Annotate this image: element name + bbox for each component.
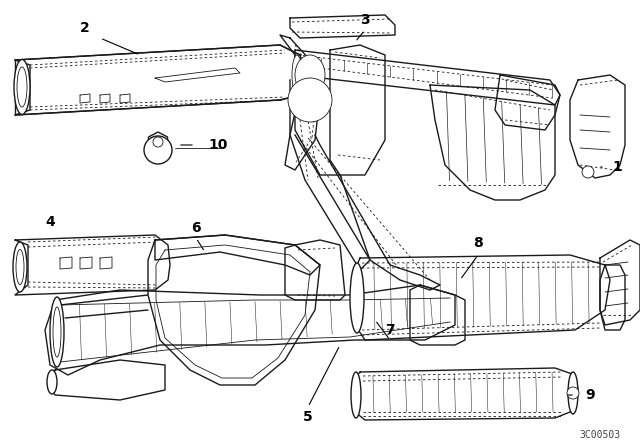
Circle shape bbox=[582, 166, 594, 178]
Polygon shape bbox=[15, 235, 170, 295]
Polygon shape bbox=[290, 15, 395, 38]
Text: 3: 3 bbox=[360, 13, 370, 27]
Text: 7: 7 bbox=[385, 323, 395, 337]
Ellipse shape bbox=[17, 67, 27, 107]
Polygon shape bbox=[430, 85, 555, 200]
Ellipse shape bbox=[14, 60, 30, 115]
Polygon shape bbox=[48, 360, 165, 400]
Polygon shape bbox=[495, 75, 560, 130]
Polygon shape bbox=[600, 240, 640, 325]
Polygon shape bbox=[148, 132, 168, 152]
Text: 9: 9 bbox=[585, 388, 595, 402]
Polygon shape bbox=[15, 45, 305, 115]
Polygon shape bbox=[352, 368, 578, 420]
Polygon shape bbox=[155, 68, 240, 82]
Text: 8: 8 bbox=[473, 236, 483, 250]
Ellipse shape bbox=[53, 307, 61, 357]
Circle shape bbox=[144, 136, 172, 164]
Ellipse shape bbox=[50, 297, 64, 367]
Circle shape bbox=[567, 387, 579, 399]
Polygon shape bbox=[148, 235, 320, 385]
Ellipse shape bbox=[47, 370, 57, 394]
Polygon shape bbox=[330, 45, 385, 175]
Text: 2: 2 bbox=[80, 21, 90, 35]
Ellipse shape bbox=[350, 263, 364, 333]
Circle shape bbox=[153, 137, 163, 147]
Polygon shape bbox=[355, 255, 610, 340]
Text: 4: 4 bbox=[45, 215, 55, 229]
Ellipse shape bbox=[292, 55, 302, 95]
Ellipse shape bbox=[295, 55, 325, 95]
Polygon shape bbox=[570, 75, 625, 178]
Text: 1: 1 bbox=[612, 160, 622, 174]
Circle shape bbox=[288, 78, 332, 122]
Text: 6: 6 bbox=[191, 221, 201, 235]
Polygon shape bbox=[295, 50, 560, 105]
Ellipse shape bbox=[568, 372, 578, 414]
Polygon shape bbox=[410, 285, 465, 345]
Polygon shape bbox=[45, 285, 455, 375]
Ellipse shape bbox=[13, 242, 27, 292]
Text: 10: 10 bbox=[208, 138, 228, 152]
Text: 3C00503: 3C00503 bbox=[579, 430, 621, 440]
Ellipse shape bbox=[16, 250, 24, 284]
Polygon shape bbox=[285, 240, 345, 300]
Polygon shape bbox=[600, 265, 625, 330]
Ellipse shape bbox=[351, 372, 361, 418]
Polygon shape bbox=[155, 235, 320, 275]
Text: 5: 5 bbox=[303, 410, 313, 424]
